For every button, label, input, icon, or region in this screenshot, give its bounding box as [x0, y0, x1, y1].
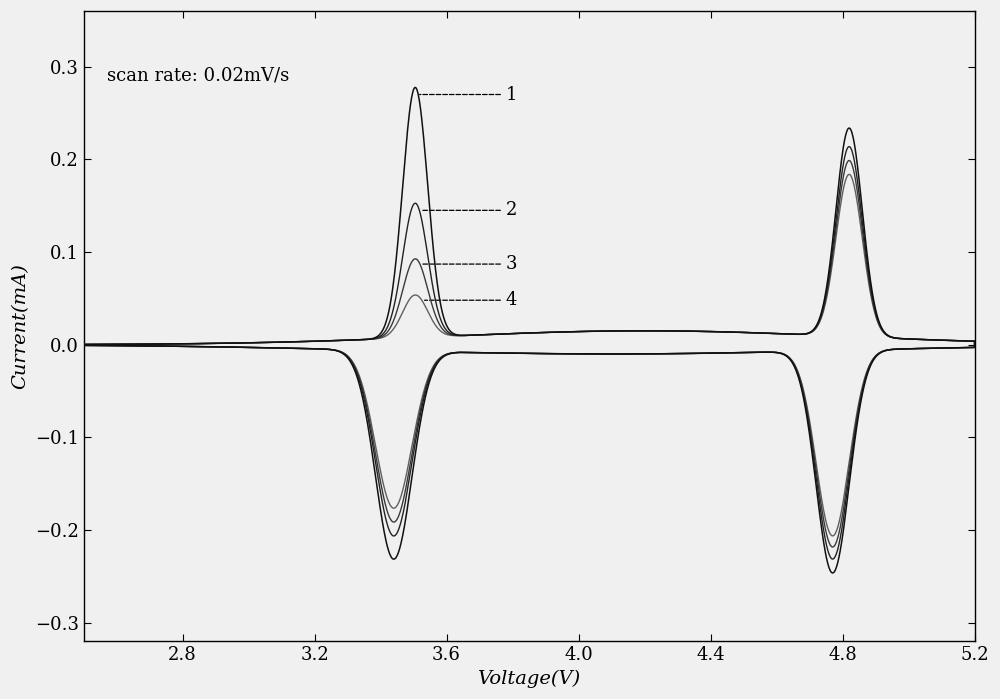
Text: 2: 2	[421, 201, 517, 219]
Y-axis label: Current(mA): Current(mA)	[11, 264, 29, 389]
X-axis label: Voltage(V): Voltage(V)	[477, 670, 581, 688]
Text: 1: 1	[420, 85, 517, 103]
Text: scan rate: 0.02mV/s: scan rate: 0.02mV/s	[107, 66, 289, 85]
Text: 4: 4	[425, 291, 517, 309]
Text: 3: 3	[423, 255, 517, 273]
